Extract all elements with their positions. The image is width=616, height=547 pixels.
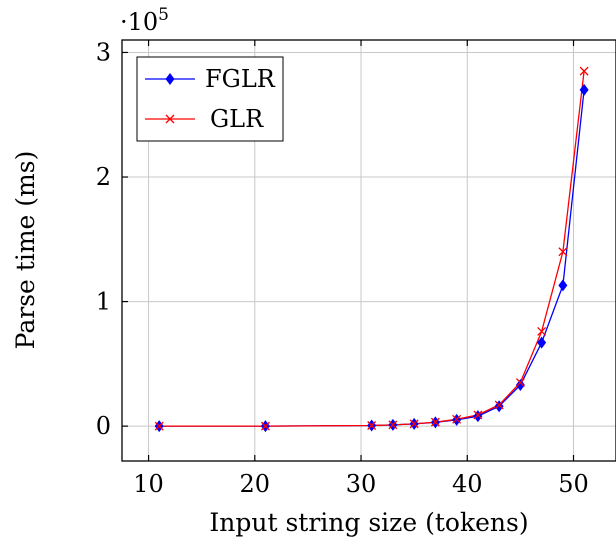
legend: FGLR GLR	[136, 56, 284, 142]
y-axis-label: Parse time (ms)	[11, 151, 40, 350]
data-point-glr	[260, 421, 270, 431]
legend-label-fglr: FGLR	[205, 65, 276, 93]
legend-marker-fglr	[165, 73, 175, 85]
data-point-glr	[537, 327, 547, 336]
legend-label-glr: GLR	[210, 105, 264, 133]
x-tick-label: 30	[346, 470, 377, 498]
legend-marker-glr	[165, 114, 175, 124]
data-point-glr	[430, 417, 440, 427]
y-tick-label: 0	[96, 412, 111, 440]
axis-frame	[121, 39, 616, 462]
data-point-glr	[515, 378, 525, 387]
data-point-glr	[367, 421, 377, 430]
x-axis-label: Input string size (tokens)	[209, 508, 528, 537]
x-tick-label: 40	[452, 470, 483, 498]
data-point-glr	[452, 414, 462, 424]
data-point-glr	[473, 410, 483, 420]
data-point-glr	[154, 421, 164, 431]
axis-ticks: 10 20 30 40 50 0 1 2 3	[96, 38, 589, 498]
x-tick-label: 50	[558, 470, 589, 498]
data-point-glr	[409, 419, 419, 429]
data-point-glr	[388, 420, 398, 430]
data-point-fglr	[579, 83, 589, 96]
data-point-glr	[494, 400, 504, 410]
y-tick-label: 3	[96, 38, 111, 66]
data-point-fglr	[537, 336, 547, 349]
x-tick-label: 20	[240, 470, 271, 498]
legend-box	[136, 56, 284, 142]
x-tick-label: 10	[133, 470, 164, 498]
data-point-glr	[579, 66, 589, 76]
data-point-fglr	[558, 279, 568, 292]
y-tick-label: 1	[96, 288, 111, 316]
series-layer	[154, 66, 589, 433]
y-tick-label: 2	[96, 163, 111, 191]
data-point-glr	[558, 247, 568, 257]
data-point-fglr	[515, 379, 525, 392]
y-scale-multiplier: ·105	[120, 5, 169, 36]
